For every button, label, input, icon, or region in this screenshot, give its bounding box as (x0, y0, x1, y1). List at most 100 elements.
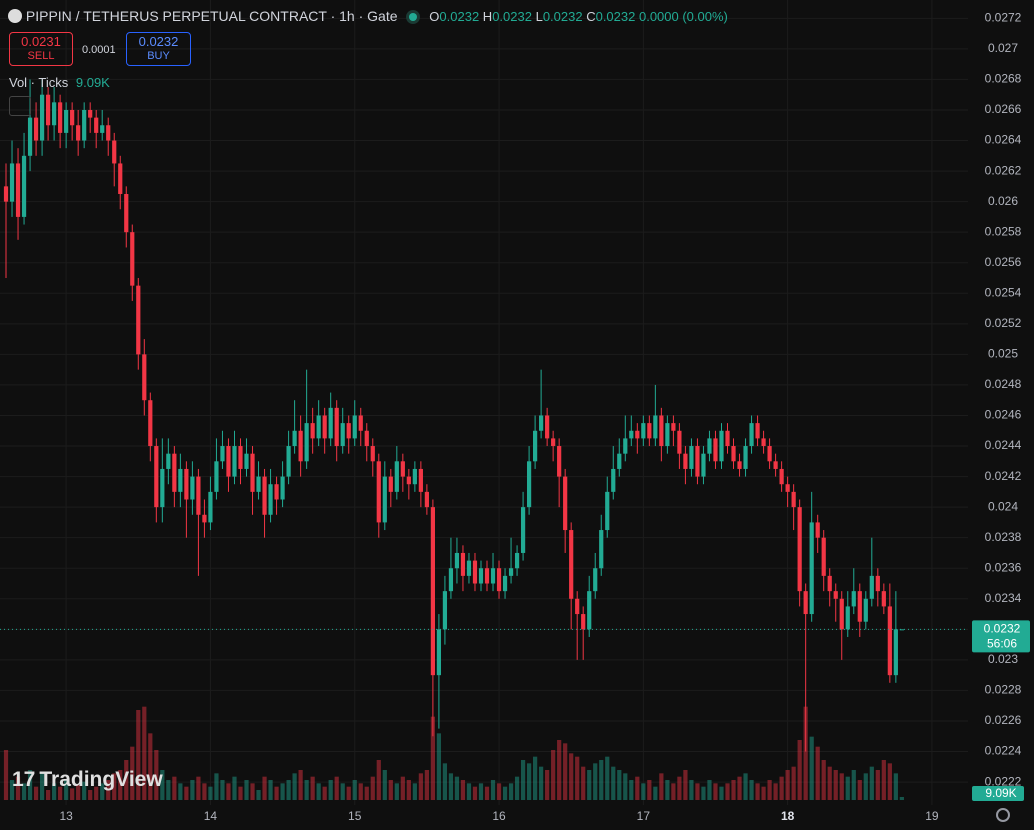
h-value: 0.0232 (492, 9, 532, 24)
volume-bar (256, 790, 261, 800)
status-dot (409, 13, 418, 21)
candle-body (803, 591, 808, 615)
volume-bar (533, 756, 538, 800)
volume-bar (76, 785, 81, 800)
x-tick-label: 17 (637, 809, 651, 823)
candle-body (70, 109, 75, 126)
candle-body (256, 476, 261, 492)
candle-body (863, 598, 868, 622)
y-tick-label: 0.0264 (985, 133, 1022, 147)
candle-body (755, 423, 760, 439)
candle-body (887, 606, 892, 676)
volume-bar (508, 783, 514, 800)
candle-body (472, 560, 478, 584)
volume-bar (785, 770, 790, 800)
volume-bar (112, 773, 117, 800)
x-tick-label: 15 (348, 809, 362, 823)
candle-body (424, 491, 429, 508)
volume-bar (172, 776, 177, 800)
sell-button[interactable]: 0.0231 SELL (9, 32, 73, 66)
volume-bar (118, 770, 123, 800)
candle-body (743, 446, 748, 469)
volume-bar (623, 773, 628, 800)
candle-body (466, 560, 472, 576)
candle-body (418, 468, 423, 492)
volume-value: 9.09K (75, 75, 110, 90)
y-tick-label: 0.0226 (985, 713, 1022, 727)
candle-body (358, 415, 363, 431)
candle-body (821, 537, 826, 576)
volume-value-label: 9.09K (985, 786, 1016, 800)
buy-button[interactable]: 0.0232 BUY (126, 32, 191, 66)
volume-bar (472, 786, 478, 800)
volume-bar (418, 773, 423, 800)
volume-bar (833, 770, 838, 800)
volume-bar (731, 780, 736, 800)
candle-body (118, 163, 123, 194)
volume-bar (292, 773, 297, 800)
volume-bar (767, 780, 772, 800)
volume-bar (773, 783, 778, 800)
brand-mark: ⁠17 (12, 768, 36, 791)
candle-body (262, 476, 267, 515)
volume-bar (617, 770, 622, 800)
y-tick-label: 0.0238 (985, 530, 1022, 544)
candle-body (623, 438, 628, 454)
candle-body (292, 430, 297, 447)
candle-body (575, 598, 580, 615)
volume-bar (232, 776, 237, 800)
volume-bar (142, 706, 147, 800)
volume-bar (412, 783, 417, 800)
candle-body (526, 461, 532, 508)
volume-bar (611, 766, 616, 800)
volume-bar (9, 780, 15, 800)
candle-body (196, 476, 201, 515)
candle-body (851, 591, 856, 607)
volume-bar (364, 786, 369, 800)
volume-bar (100, 783, 105, 800)
x-tick-label: 19 (925, 809, 939, 823)
candle-body (94, 117, 99, 133)
h-label: H (482, 9, 493, 24)
price-axis (968, 0, 1034, 830)
volume-bar (226, 783, 231, 800)
candle-body (539, 415, 544, 431)
volume-bar (202, 783, 207, 800)
candle-body (268, 484, 273, 515)
volume-bar (821, 760, 826, 800)
candle-body (214, 461, 219, 492)
candle-body (280, 476, 285, 500)
volume-bar (424, 770, 429, 800)
volume-bar (322, 786, 327, 800)
settings-icon[interactable] (996, 808, 1010, 822)
volume-bar (214, 773, 219, 800)
volume-bar (160, 770, 165, 800)
volume-bar (58, 786, 63, 800)
volume-bar (382, 770, 387, 800)
collapse-button[interactable] (9, 96, 31, 116)
volume-bar (370, 776, 375, 800)
symbol-title: PIPPIN / TETHERUS PERPETUAL CONTRACT · 1… (25, 8, 398, 24)
x-tick-label: 14 (204, 809, 218, 823)
candle-body (148, 400, 153, 447)
candle-body (250, 453, 255, 492)
candle-body (713, 438, 718, 462)
volume-bar (406, 780, 411, 800)
candle-body (557, 446, 562, 477)
volume-bar (520, 760, 526, 800)
volume-bar (887, 763, 892, 800)
candle-body (370, 446, 375, 462)
candle-body (785, 484, 790, 492)
volume-bar (52, 783, 57, 800)
candle-body (545, 415, 550, 439)
volume-value-box (972, 786, 1024, 801)
candle-body (190, 476, 195, 500)
volume-bar (851, 770, 856, 800)
y-tick-label: 0.0246 (985, 408, 1022, 422)
candle-body (244, 453, 249, 469)
candle-body (647, 423, 652, 439)
candle-body (352, 415, 357, 439)
volume-bar (779, 776, 784, 800)
volume-bar (310, 776, 315, 800)
